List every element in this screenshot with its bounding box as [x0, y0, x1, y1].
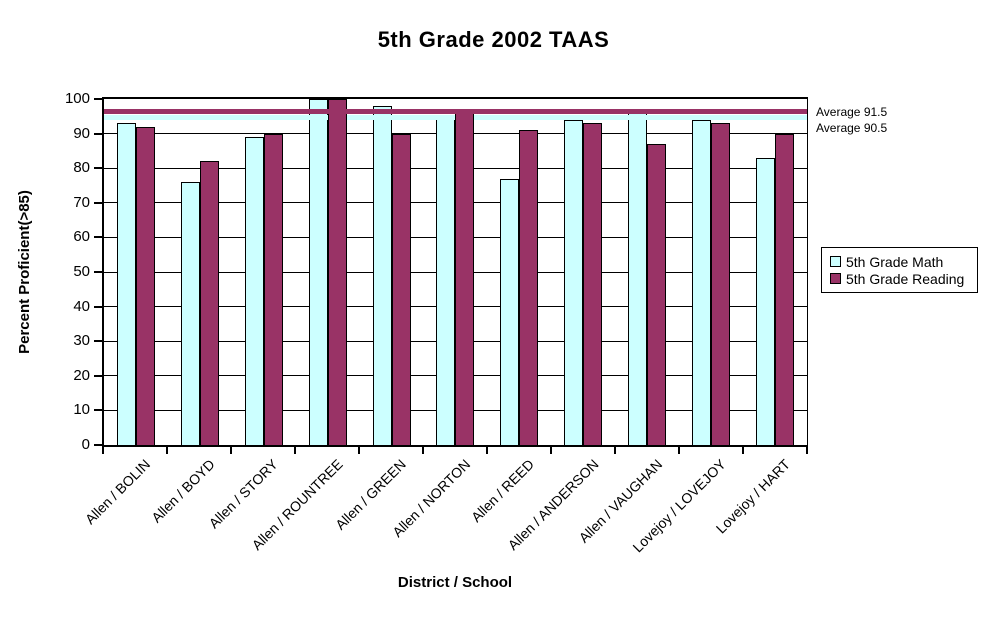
x-axis-tick — [102, 445, 104, 454]
x-axis-tick — [294, 445, 296, 454]
y-axis-tick — [94, 132, 102, 135]
bar-group-6 — [487, 99, 551, 445]
y-axis-tick — [94, 98, 102, 100]
plot-area — [102, 97, 808, 447]
bar-reading-5 — [455, 109, 475, 445]
y-axis-tick — [94, 236, 102, 239]
x-axis-tick — [166, 445, 168, 454]
bar-reading-6 — [519, 130, 539, 445]
legend-label-reading: 5th Grade Reading — [846, 270, 965, 287]
y-axis-title: Percent Proficient(>85) — [16, 190, 33, 354]
y-tick-label-100: 100 — [64, 90, 90, 107]
x-category-label-0: Allen / BOLIN — [82, 456, 154, 528]
y-axis-tick — [94, 271, 102, 273]
y-axis-tick — [94, 305, 102, 308]
bar-math-1 — [180, 182, 200, 445]
bar-reading-9 — [711, 123, 731, 445]
bar-group-5 — [424, 99, 488, 445]
legend-swatch-reading-icon — [830, 273, 841, 284]
bar-reading-3 — [327, 99, 347, 445]
legend-label-math: 5th Grade Math — [846, 253, 944, 270]
bar-group-1 — [168, 99, 232, 445]
y-tick-label-30: 30 — [73, 332, 90, 350]
bar-group-2 — [232, 99, 296, 445]
y-tick-label-10: 10 — [73, 401, 90, 419]
x-axis-title: District / School — [397, 574, 513, 591]
y-axis-tick — [94, 201, 102, 204]
x-category-label-1: Allen / BOYD — [147, 456, 218, 526]
bar-reading-8 — [647, 143, 667, 445]
bar-group-8 — [615, 99, 679, 445]
bar-group-3 — [296, 99, 360, 445]
y-axis-tick — [94, 444, 102, 446]
x-axis-tick — [422, 445, 424, 454]
bar-reading-2 — [263, 133, 283, 445]
x-category-label-6: Allen / REED — [468, 456, 538, 526]
bar-group-10 — [743, 99, 807, 445]
x-axis-tick — [486, 445, 488, 454]
legend-swatch-math-icon — [830, 256, 841, 267]
y-axis-tick — [94, 167, 102, 170]
y-axis-tick — [94, 374, 102, 377]
bar-math-0 — [116, 123, 136, 445]
bar-math-6 — [500, 178, 520, 445]
bar-math-8 — [628, 109, 648, 445]
reference-line-label-reading-average: Average 91.5 — [816, 105, 888, 119]
legend: 5th Grade Math 5th Grade Reading — [821, 247, 978, 293]
bar-math-4 — [372, 105, 392, 445]
bar-math-3 — [308, 99, 328, 445]
bar-group-7 — [551, 99, 615, 445]
x-axis-tick — [230, 445, 232, 454]
x-axis-tick — [614, 445, 616, 454]
bar-math-5 — [436, 116, 456, 445]
bar-math-9 — [692, 119, 712, 445]
bar-reading-0 — [135, 126, 155, 445]
reference-line-reading-average — [104, 109, 807, 115]
chart-title: 5th Grade 2002 TAAS — [377, 27, 610, 52]
y-axis-tick — [94, 409, 102, 412]
bar-reading-1 — [199, 161, 219, 445]
bar-group-9 — [679, 99, 743, 445]
y-tick-label-50: 50 — [73, 263, 90, 280]
x-axis-tick — [550, 445, 552, 454]
y-tick-label-80: 80 — [73, 159, 90, 177]
y-tick-label-60: 60 — [73, 228, 90, 246]
bar-math-2 — [244, 137, 264, 445]
bar-reading-7 — [583, 123, 603, 445]
bar-groups — [104, 99, 807, 445]
bar-group-0 — [104, 99, 168, 445]
y-tick-label-20: 20 — [73, 366, 90, 384]
bar-reading-4 — [391, 133, 411, 445]
reference-line-label-math-average: Average 90.5 — [816, 121, 888, 135]
legend-item-math: 5th Grade Math — [830, 253, 973, 270]
bar-math-10 — [756, 157, 776, 445]
x-axis-tick — [742, 445, 744, 454]
bar-group-4 — [360, 99, 424, 445]
x-axis-tick — [678, 445, 680, 454]
y-tick-label-0: 0 — [81, 436, 90, 453]
bar-reading-10 — [775, 133, 795, 445]
y-tick-label-40: 40 — [73, 297, 90, 315]
bar-math-7 — [564, 119, 584, 445]
x-axis-tick — [358, 445, 360, 454]
y-tick-label-70: 70 — [73, 193, 90, 211]
x-axis-tick — [806, 445, 808, 454]
y-tick-label-90: 90 — [73, 124, 90, 142]
y-axis-tick — [94, 340, 102, 343]
legend-item-reading: 5th Grade Reading — [830, 270, 973, 287]
